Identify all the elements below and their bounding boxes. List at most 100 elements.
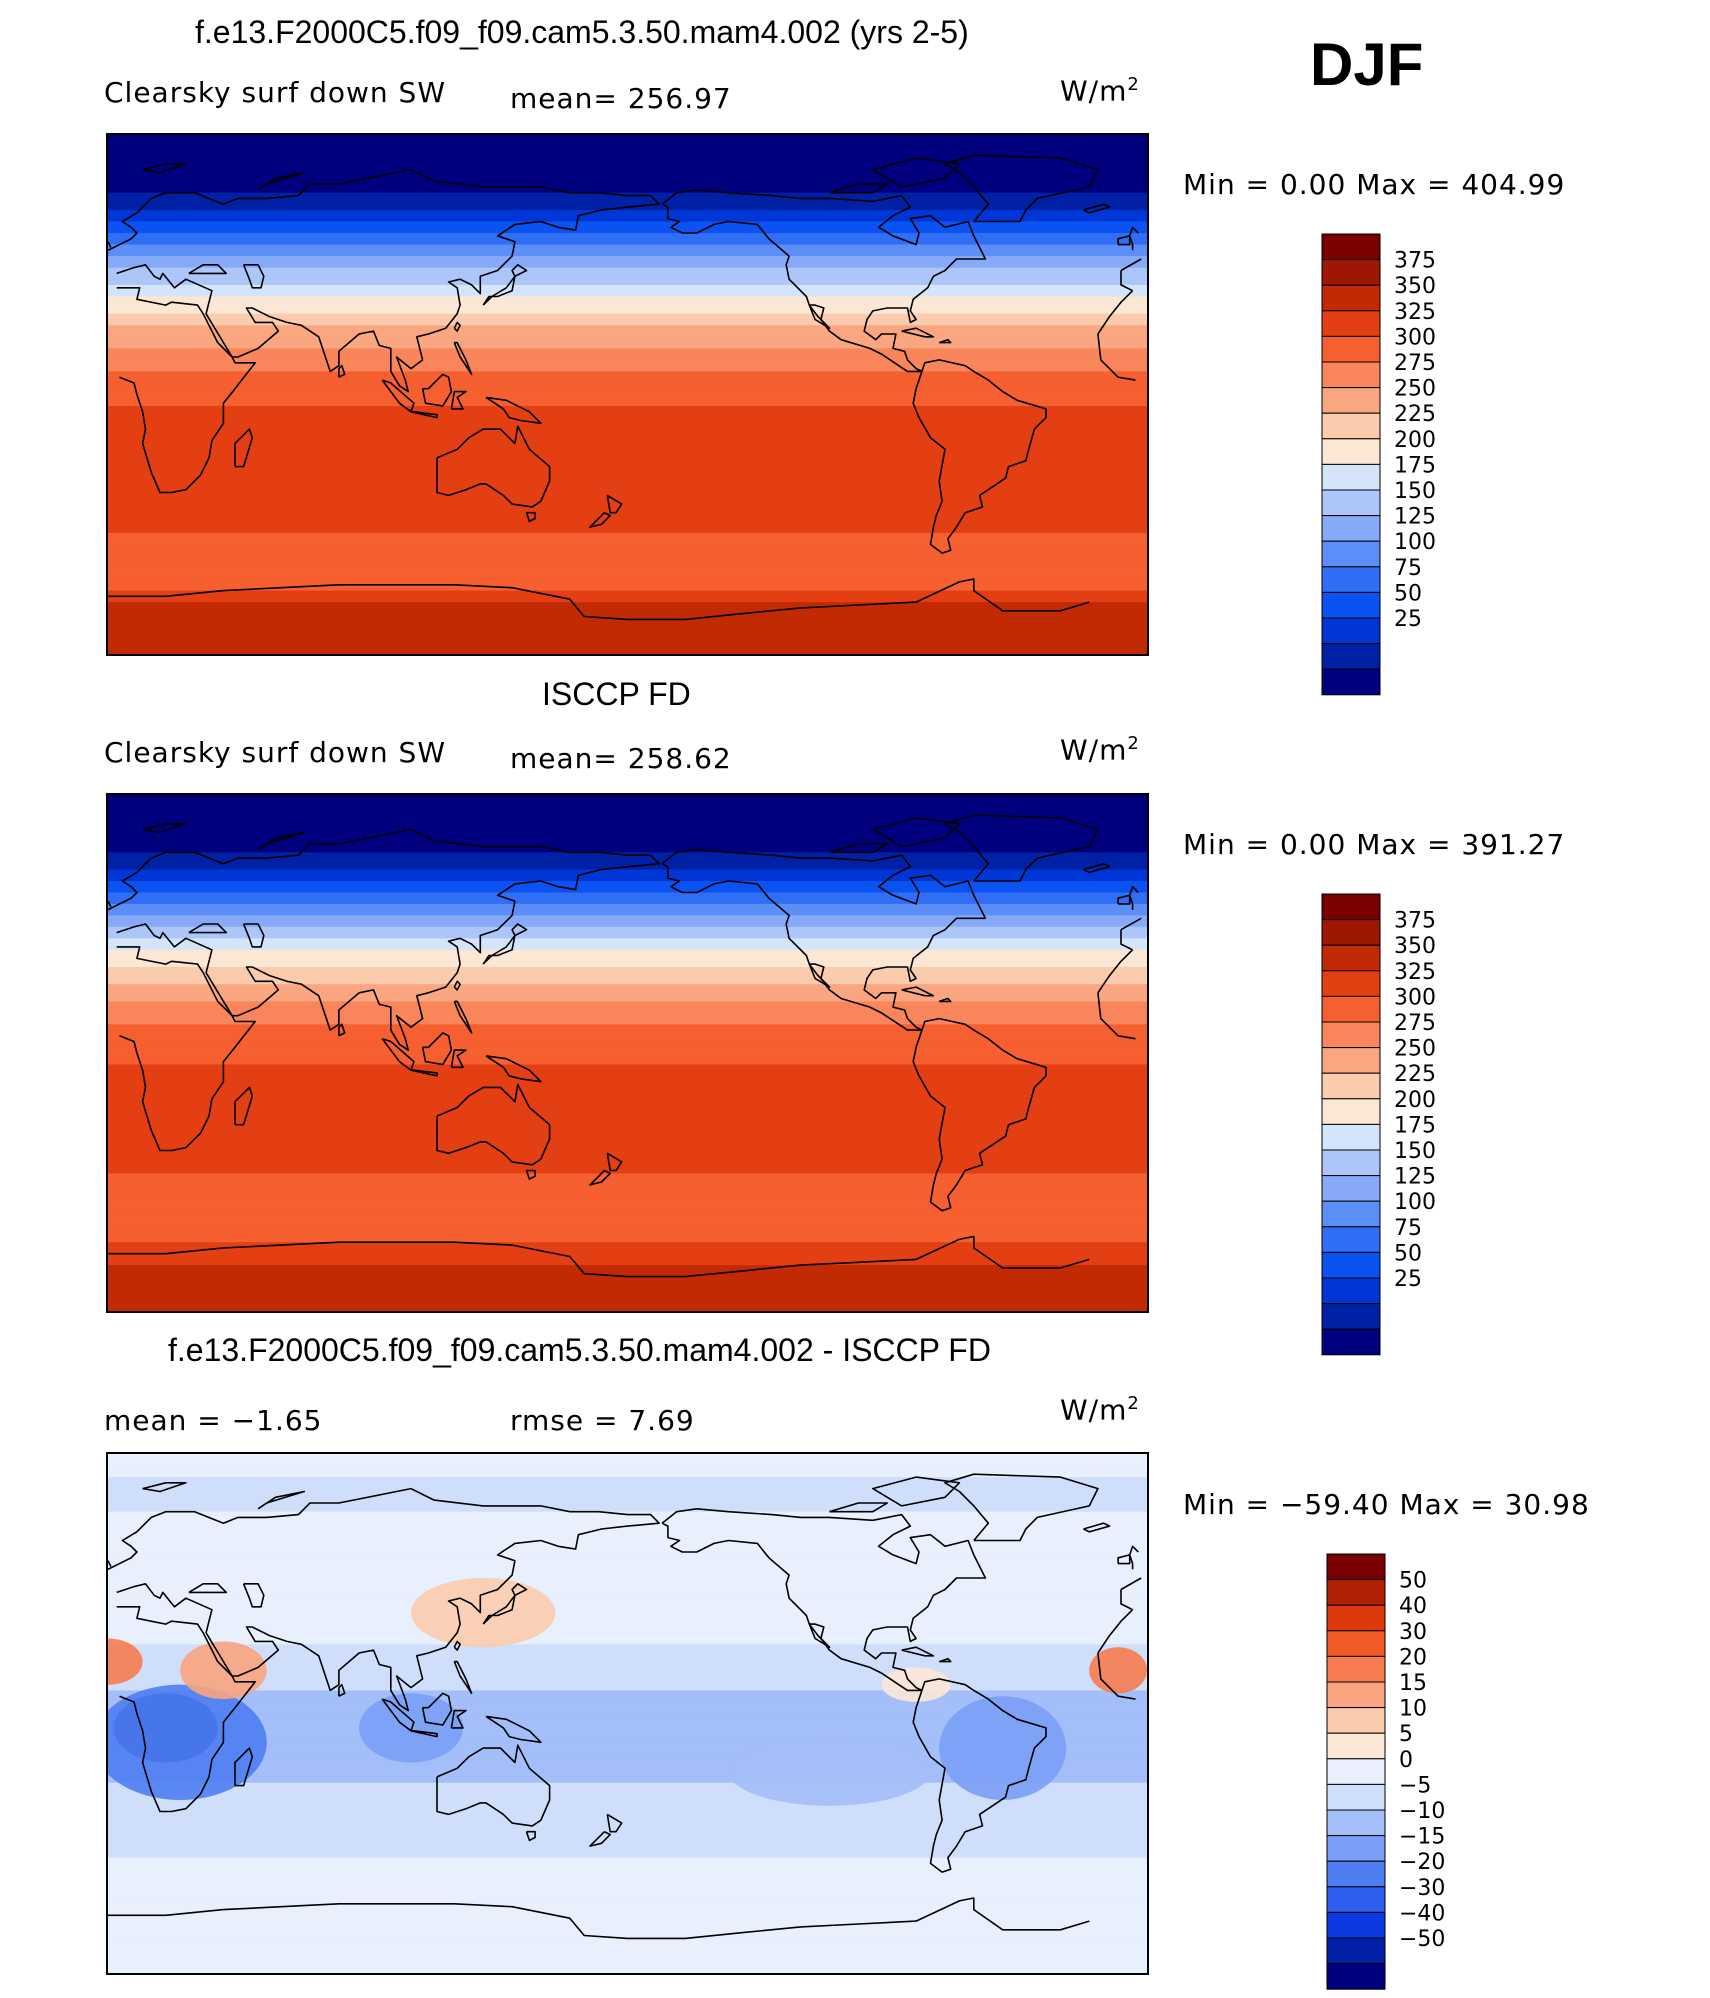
panel-3-title: f.e13.F2000C5.f09_f09.cam5.3.50.mam4.002…: [168, 1332, 991, 1368]
colorbar-swatch: [1326, 1809, 1386, 1837]
field-anomaly: [939, 1696, 1067, 1800]
colorbar-tick-label: 175: [1394, 1113, 1436, 1138]
coastline: [901, 327, 935, 338]
field-band: [108, 296, 1147, 303]
field-band: [108, 1540, 1147, 1547]
colorbar-swatch: [1321, 387, 1381, 414]
field-band: [108, 1087, 1147, 1094]
field-band: [108, 354, 1147, 361]
field-band: [108, 1064, 1147, 1071]
field-band: [108, 504, 1147, 511]
colorbar-tick-label: 50: [1394, 1241, 1422, 1266]
colorbar-swatch: [1321, 515, 1381, 542]
coastline: [1097, 333, 1136, 381]
coastline: [242, 923, 265, 948]
panel-2-minmax: Min = 0.00 Max = 391.27: [1183, 828, 1566, 861]
colorbar-tick-label: 300: [1394, 985, 1436, 1010]
field-band: [108, 359, 1147, 367]
field-band: [108, 233, 1147, 240]
field-band: [108, 1915, 1147, 1922]
field-band: [108, 1771, 1147, 1778]
field-band: [108, 1024, 1147, 1031]
field-band: [108, 348, 1147, 355]
field-band: [108, 267, 1147, 274]
field-band: [108, 1696, 1147, 1703]
panel-3-map: [106, 1452, 1149, 1975]
panel-2-coastlines: [108, 814, 1142, 1278]
field-band: [108, 1190, 1147, 1197]
field-band: [108, 1081, 1147, 1088]
colorbar-swatch: [1321, 1200, 1381, 1228]
field-band: [108, 1230, 1147, 1238]
coastline: [589, 1830, 611, 1847]
field-band: [108, 1035, 1147, 1043]
field-band: [108, 567, 1147, 574]
field-band: [108, 434, 1147, 442]
field-band: [108, 209, 1147, 217]
field-band: [108, 1598, 1147, 1605]
colorbar-tick-label: 225: [1394, 402, 1436, 427]
coastline: [589, 1169, 611, 1186]
field-band: [108, 1276, 1147, 1283]
field-band: [108, 1949, 1147, 1957]
field-band: [108, 1753, 1147, 1761]
coastline: [116, 1606, 256, 1813]
field-band: [108, 1742, 1147, 1749]
colorbar-swatch: [1321, 259, 1381, 286]
panel-1-units: W/m2: [1060, 74, 1140, 108]
field-band: [108, 1459, 1147, 1467]
colorbar-tick-label: 75: [1394, 1216, 1422, 1241]
coastline: [485, 396, 542, 425]
panel-1-variable-label: Clearsky surf down SW: [104, 76, 447, 109]
coastline: [453, 1000, 473, 1034]
colorbar-tick-label: 20: [1399, 1645, 1427, 1670]
colorbar-tick-label: 350: [1394, 934, 1436, 959]
field-band: [108, 336, 1147, 344]
colorbar-swatch: [1321, 1098, 1381, 1125]
colorbar-swatch: [1321, 1328, 1381, 1356]
panel-1-field: [108, 135, 1147, 654]
colorbar-tick-label: 200: [1394, 428, 1436, 453]
field-band: [108, 1225, 1147, 1232]
field-band: [108, 1794, 1147, 1801]
field-band: [108, 989, 1147, 997]
panel-2-mean-label: mean= 258.62: [510, 742, 732, 775]
field-band: [108, 1955, 1147, 1963]
field-anomaly: [728, 1736, 931, 1806]
colorbar-tick-label: −10: [1399, 1799, 1445, 1824]
colorbar-tick-label: 25: [1394, 1267, 1422, 1292]
field-band: [108, 469, 1147, 476]
field-band: [108, 1053, 1147, 1060]
colorbar-swatch: [1321, 1175, 1381, 1202]
colorbar-swatch: [1326, 1732, 1386, 1760]
field-band: [108, 1167, 1147, 1174]
field-band: [108, 1638, 1147, 1645]
panel-3-mean-label: mean = −1.65: [104, 1404, 323, 1437]
coastline: [1120, 1577, 1142, 1591]
field-band: [108, 961, 1147, 968]
field-band: [108, 1093, 1147, 1100]
field-band: [108, 1505, 1147, 1513]
field-band: [108, 1719, 1147, 1726]
coastline: [381, 1698, 415, 1732]
field-band: [108, 342, 1147, 349]
panel-3-legend: 50 40 30 20 15 10 5 0 −5 −10 −15 −20 −30 −40 −50: [1325, 1552, 1485, 1998]
coastline: [482, 264, 528, 306]
field-band: [108, 509, 1147, 517]
field-band: [108, 498, 1147, 505]
panel-2-colorbar: 3753503253002752502252001751501251007550…: [1321, 893, 1436, 1356]
field-band: [108, 1144, 1147, 1152]
field-band: [108, 1944, 1147, 1951]
field-band: [108, 313, 1147, 321]
colorbar-swatch: [1321, 566, 1381, 593]
coastline: [338, 364, 346, 378]
field-band: [108, 938, 1147, 945]
colorbar-swatch: [1321, 489, 1381, 517]
field-band: [108, 1219, 1147, 1226]
field-band: [108, 972, 1147, 980]
field-band: [108, 630, 1147, 638]
field-band: [108, 1030, 1147, 1037]
field-band: [108, 1857, 1147, 1865]
panel-2-map: [106, 793, 1149, 1313]
panel-2-legend: 375 350 325 300 275 250 225 200 175 150 125 100 75 50…: [1320, 892, 1480, 1364]
